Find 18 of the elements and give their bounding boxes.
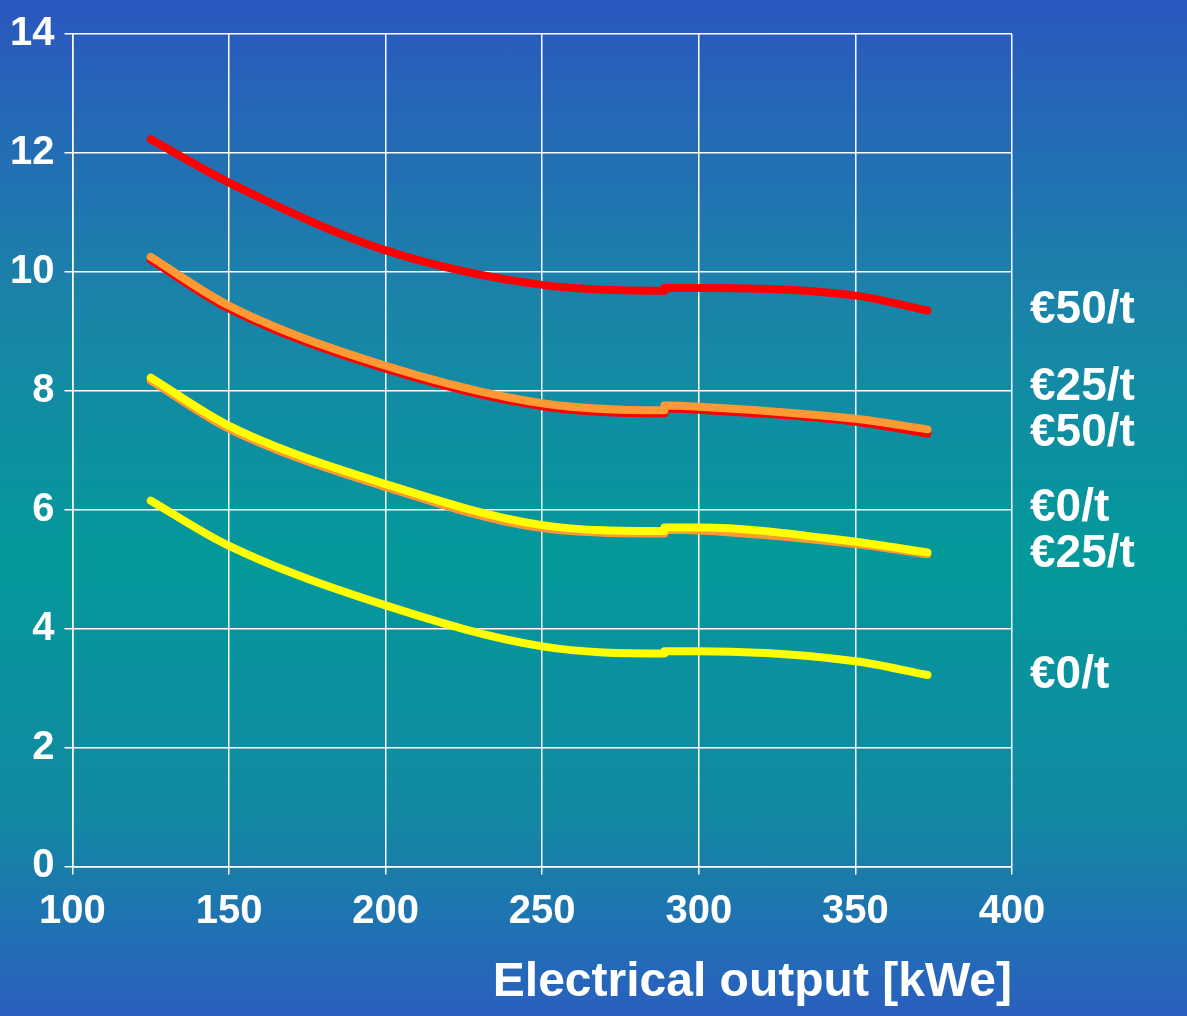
- y-tick-label: 14: [9, 9, 56, 54]
- x-tick-label: 300: [665, 887, 733, 932]
- text: €0/t: [1030, 645, 1110, 698]
- text: €50/t: [1030, 281, 1135, 334]
- y-tick-label: 8: [32, 365, 55, 410]
- x-tick-label: 350: [822, 887, 889, 932]
- x-tick-label: 200: [352, 887, 420, 932]
- y-tick-label: 4: [32, 603, 56, 648]
- y-tick-label: 2: [32, 722, 55, 767]
- x-tick-label: 100: [39, 887, 106, 932]
- y-tick-label: 12: [9, 127, 55, 172]
- x-tick-label: 150: [195, 887, 263, 932]
- x-tick-label: 400: [978, 887, 1046, 932]
- x-tick-label: 250: [508, 887, 576, 932]
- y-tick-label: 10: [9, 246, 55, 291]
- y-tick-label: 6: [32, 484, 55, 529]
- y-tick-label: 0: [32, 841, 55, 886]
- x-axis-title: Electrical output [kWe]: [492, 953, 1012, 1007]
